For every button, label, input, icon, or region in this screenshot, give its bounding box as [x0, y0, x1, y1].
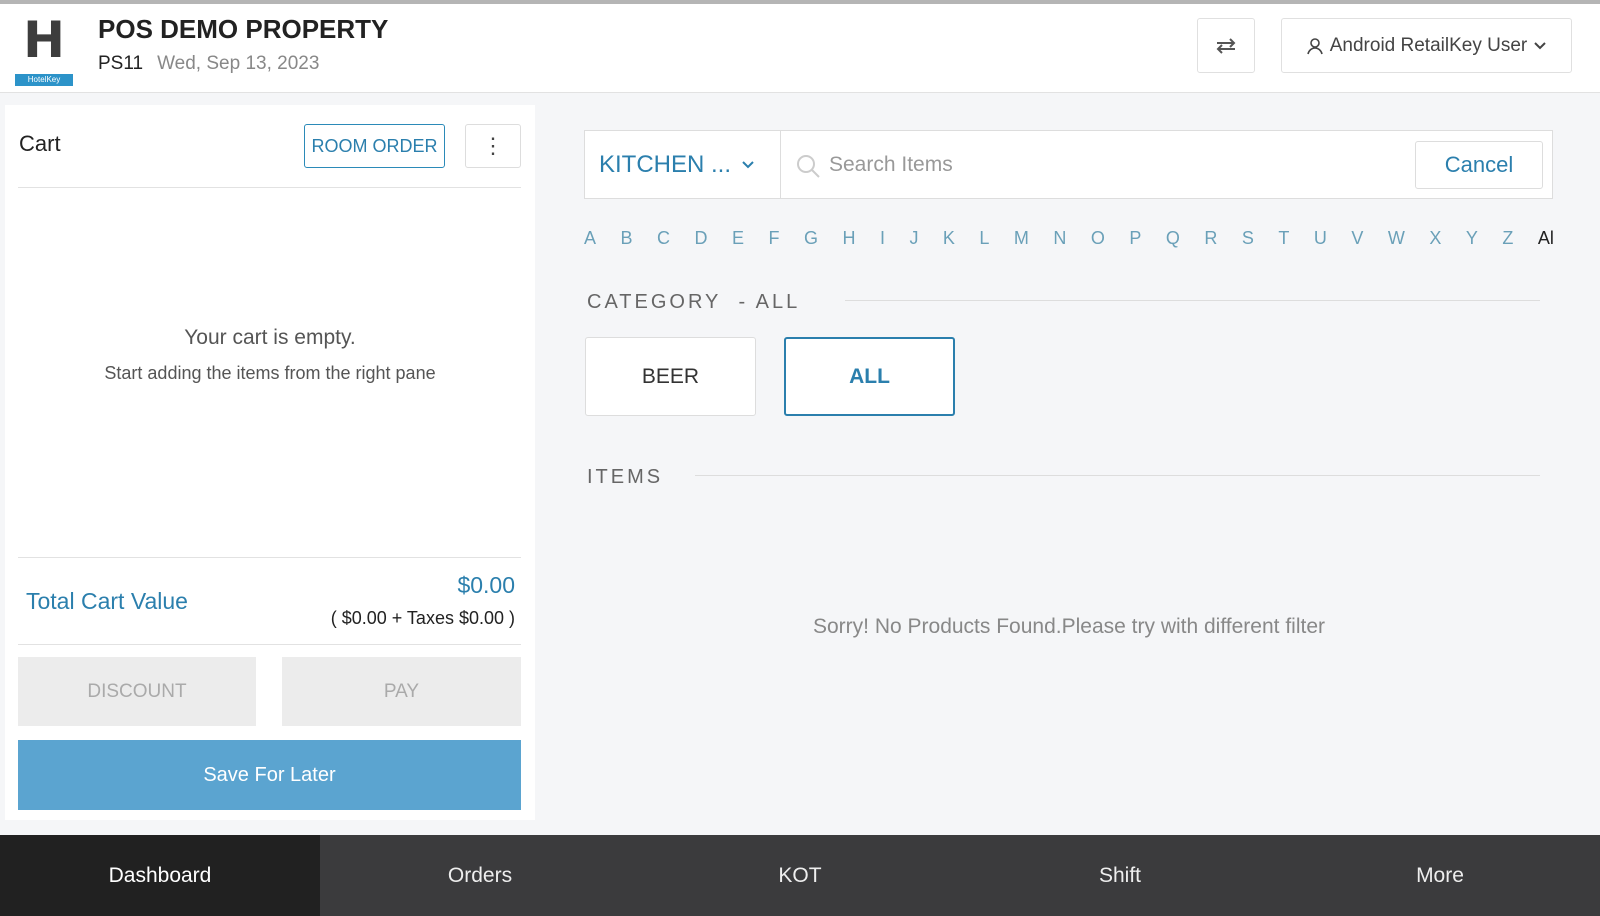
- letter-filter-g[interactable]: G: [803, 228, 818, 248]
- search-icon: [797, 155, 820, 178]
- divider: [695, 475, 1540, 476]
- business-date: Wed, Sep 13, 2023: [157, 53, 320, 74]
- switch-button[interactable]: [1197, 18, 1255, 73]
- nav-more[interactable]: More: [1416, 863, 1464, 887]
- letter-filter-d[interactable]: D: [694, 228, 708, 248]
- letter-filter-i[interactable]: I: [879, 228, 885, 248]
- chevron-down-icon: [1534, 41, 1546, 49]
- letter-filter-j[interactable]: J: [909, 228, 919, 248]
- category-beer[interactable]: BEER: [585, 337, 756, 416]
- letter-filter-v[interactable]: V: [1351, 228, 1364, 248]
- user-icon: [1306, 37, 1323, 54]
- user-menu-button[interactable]: Android RetailKey User: [1281, 18, 1572, 73]
- nav-kot[interactable]: KOT: [778, 863, 822, 887]
- cart-title: Cart: [19, 131, 61, 156]
- property-code: PS11: [98, 53, 144, 74]
- alphabet-filter: A B C D E F G H I J K L M N O P Q R S T U V W X Y Z Al: [584, 227, 1554, 249]
- letter-filter-w[interactable]: W: [1387, 228, 1405, 248]
- room-order-button[interactable]: ROOM ORDER: [304, 124, 445, 168]
- logo-brand: HotelKey: [15, 74, 73, 86]
- divider: [18, 187, 521, 188]
- nav-dashboard[interactable]: Dashboard: [0, 835, 320, 916]
- discount-button[interactable]: DISCOUNT: [18, 657, 256, 726]
- letter-filter-l[interactable]: L: [979, 228, 990, 248]
- no-products-message: Sorry! No Products Found.Please try with…: [813, 615, 1325, 638]
- logo-letter: H: [23, 11, 65, 69]
- items-heading: ITEMS: [587, 466, 664, 488]
- nav-orders[interactable]: Orders: [447, 863, 513, 887]
- empty-cart-subtitle: Start adding the items from the right pa…: [104, 363, 436, 383]
- letter-filter-r[interactable]: R: [1204, 228, 1218, 248]
- letter-filter-a[interactable]: A: [584, 228, 597, 248]
- letter-filter-z[interactable]: Z: [1502, 228, 1514, 248]
- empty-cart-title: Your cart is empty.: [184, 326, 356, 349]
- letter-filter-al[interactable]: Al: [1537, 228, 1554, 248]
- property-title: POS DEMO PROPERTY: [98, 14, 389, 44]
- category-all[interactable]: ALL: [784, 337, 955, 416]
- cart-panel: Cart ROOM ORDER ⋮ Your cart is empty. St…: [5, 105, 535, 820]
- letter-filter-x[interactable]: X: [1429, 228, 1442, 248]
- more-options-button[interactable]: ⋮: [465, 124, 521, 168]
- letter-filter-y[interactable]: Y: [1465, 228, 1478, 248]
- property-subtitle: PS11 Wed, Sep 13, 2023: [98, 52, 319, 76]
- total-cart-value: $0.00: [457, 572, 515, 598]
- outlet-label: KITCHEN ...: [599, 150, 732, 178]
- category-heading-label: CATEGORY: [587, 291, 722, 313]
- swap-arrows-icon: [1216, 37, 1236, 54]
- divider: [845, 300, 1540, 301]
- letter-filter-b[interactable]: B: [620, 228, 633, 248]
- save-for-later-button[interactable]: Save For Later: [18, 740, 521, 810]
- total-breakdown: ( $0.00 + Taxes $0.00 ): [330, 608, 515, 628]
- app-header: H HotelKey POS DEMO PROPERTY PS11 Wed, Sep…: [0, 0, 1600, 93]
- letter-filter-n[interactable]: N: [1053, 228, 1067, 248]
- letter-filter-o[interactable]: O: [1090, 228, 1105, 248]
- letter-filter-s[interactable]: S: [1241, 228, 1254, 248]
- letter-filter-u[interactable]: U: [1313, 228, 1327, 248]
- user-name: Android RetailKey User: [1329, 34, 1528, 56]
- category-selected: - ALL: [738, 291, 801, 313]
- category-heading: CATEGORY - ALL: [587, 290, 800, 314]
- bottom-nav: Dashboard Orders KOT Shift More: [0, 835, 1600, 916]
- nav-shift[interactable]: Shift: [1098, 863, 1142, 887]
- outlet-dropdown[interactable]: KITCHEN ...: [585, 131, 781, 198]
- chevron-down-icon: [742, 160, 754, 168]
- letter-filter-e[interactable]: E: [731, 228, 744, 248]
- letter-filter-p[interactable]: P: [1129, 228, 1142, 248]
- search-bar: KITCHEN ... Cancel: [584, 130, 1553, 199]
- letter-filter-f[interactable]: F: [768, 228, 780, 248]
- search-input[interactable]: [829, 145, 1389, 185]
- letter-filter-t[interactable]: T: [1278, 228, 1290, 248]
- cancel-button[interactable]: Cancel: [1415, 141, 1543, 189]
- letter-filter-m[interactable]: M: [1013, 228, 1029, 248]
- letter-filter-h[interactable]: H: [842, 228, 856, 248]
- letter-filter-c[interactable]: C: [657, 228, 670, 248]
- letter-filter-q[interactable]: Q: [1165, 228, 1180, 248]
- total-cart-label: Total Cart Value: [26, 588, 188, 614]
- hotelkey-logo: H HotelKey: [15, 10, 73, 88]
- pay-button[interactable]: PAY: [282, 657, 521, 726]
- divider: [18, 644, 521, 645]
- divider: [18, 557, 521, 558]
- letter-filter-k[interactable]: K: [942, 228, 955, 248]
- kebab-icon: ⋮: [482, 133, 504, 158]
